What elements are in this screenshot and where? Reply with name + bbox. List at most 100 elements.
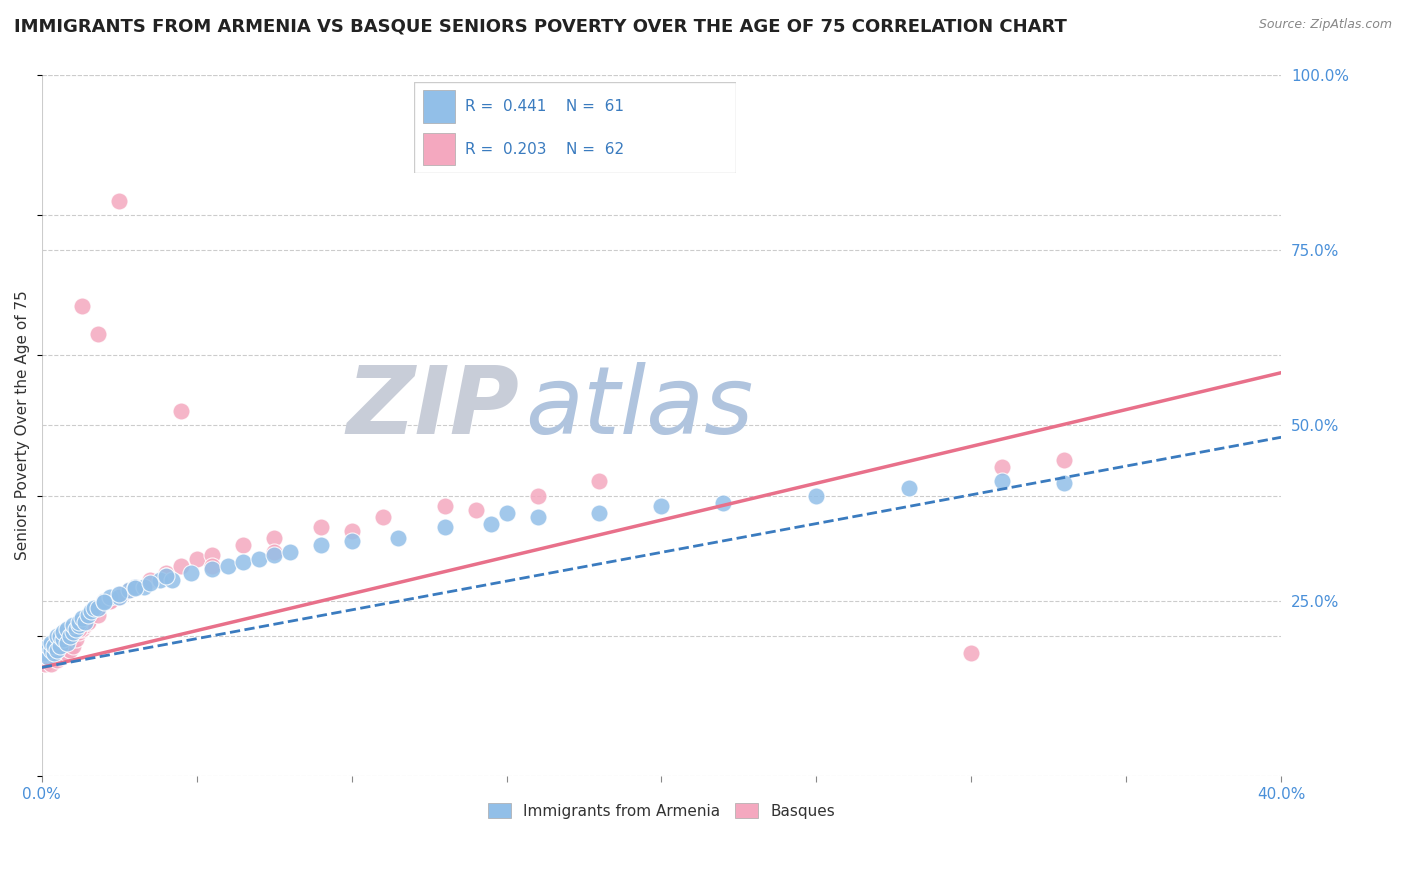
Point bbox=[44, 646, 66, 660]
Point bbox=[55, 636, 77, 650]
Point bbox=[46, 653, 69, 667]
Point bbox=[46, 643, 69, 657]
Point bbox=[433, 499, 456, 513]
Point bbox=[991, 475, 1014, 489]
Point bbox=[98, 591, 121, 605]
Point bbox=[49, 649, 72, 664]
Point bbox=[80, 604, 103, 618]
Point bbox=[37, 643, 59, 657]
Point bbox=[309, 538, 332, 552]
Point bbox=[371, 509, 394, 524]
Point bbox=[77, 607, 100, 622]
Point bbox=[55, 636, 77, 650]
Point bbox=[37, 640, 59, 654]
Point bbox=[263, 531, 285, 545]
Point bbox=[34, 646, 56, 660]
Point bbox=[34, 646, 56, 660]
Point bbox=[588, 475, 610, 489]
Point bbox=[93, 593, 115, 607]
Point bbox=[49, 632, 72, 647]
Point bbox=[201, 562, 224, 576]
Point bbox=[464, 502, 486, 516]
Point bbox=[98, 593, 121, 607]
Point bbox=[86, 607, 108, 622]
Point bbox=[65, 632, 87, 647]
Point bbox=[98, 593, 121, 607]
Point bbox=[1053, 453, 1076, 467]
Point bbox=[52, 646, 75, 660]
Point bbox=[86, 600, 108, 615]
Point bbox=[588, 506, 610, 520]
Point bbox=[991, 460, 1014, 475]
Point bbox=[201, 548, 224, 562]
Point bbox=[37, 653, 59, 667]
Point bbox=[52, 636, 75, 650]
Point bbox=[387, 531, 409, 545]
Point bbox=[108, 194, 131, 208]
Point bbox=[39, 657, 62, 671]
Point bbox=[117, 583, 139, 598]
Point bbox=[83, 600, 105, 615]
Point bbox=[713, 495, 735, 509]
Point bbox=[139, 576, 162, 591]
Point bbox=[526, 509, 548, 524]
Point bbox=[111, 587, 134, 601]
Point bbox=[960, 646, 983, 660]
Point bbox=[495, 506, 517, 520]
Point bbox=[65, 622, 87, 636]
Point bbox=[479, 516, 502, 531]
Point bbox=[55, 646, 77, 660]
Point bbox=[155, 566, 177, 580]
Point bbox=[59, 629, 82, 643]
Point bbox=[62, 640, 84, 654]
Point bbox=[93, 593, 115, 607]
Point bbox=[39, 636, 62, 650]
Point bbox=[217, 558, 239, 573]
Point bbox=[232, 555, 254, 569]
Point bbox=[148, 573, 170, 587]
Text: IMMIGRANTS FROM ARMENIA VS BASQUE SENIORS POVERTY OVER THE AGE OF 75 CORRELATION: IMMIGRANTS FROM ARMENIA VS BASQUE SENIOR… bbox=[14, 18, 1067, 36]
Point bbox=[46, 629, 69, 643]
Point bbox=[77, 615, 100, 629]
Point bbox=[108, 591, 131, 605]
Point bbox=[67, 625, 90, 640]
Point bbox=[806, 489, 828, 503]
Point bbox=[263, 548, 285, 562]
Point bbox=[247, 551, 270, 566]
Point bbox=[433, 520, 456, 534]
Point bbox=[124, 580, 146, 594]
Point bbox=[49, 640, 72, 654]
Point bbox=[155, 569, 177, 583]
Point bbox=[59, 629, 82, 643]
Point bbox=[650, 499, 672, 513]
Point bbox=[86, 327, 108, 342]
Point bbox=[39, 640, 62, 654]
Point bbox=[117, 583, 139, 598]
Point bbox=[340, 524, 363, 538]
Point bbox=[52, 625, 75, 640]
Point bbox=[124, 580, 146, 594]
Point bbox=[186, 551, 208, 566]
Point bbox=[80, 607, 103, 622]
Point bbox=[44, 640, 66, 654]
Point bbox=[75, 618, 97, 632]
Point bbox=[170, 404, 193, 418]
Point bbox=[67, 618, 90, 632]
Point bbox=[62, 625, 84, 640]
Point bbox=[49, 629, 72, 643]
Point bbox=[75, 615, 97, 629]
Point bbox=[52, 632, 75, 647]
Point bbox=[1053, 475, 1076, 490]
Point bbox=[70, 299, 93, 313]
Point bbox=[39, 646, 62, 660]
Point bbox=[155, 569, 177, 583]
Y-axis label: Seniors Poverty Over the Age of 75: Seniors Poverty Over the Age of 75 bbox=[15, 291, 30, 560]
Point bbox=[46, 646, 69, 660]
Point bbox=[44, 649, 66, 664]
Point bbox=[67, 622, 90, 636]
Point bbox=[34, 657, 56, 671]
Point bbox=[180, 566, 202, 580]
Point bbox=[39, 643, 62, 657]
Point bbox=[139, 573, 162, 587]
Point bbox=[108, 591, 131, 605]
